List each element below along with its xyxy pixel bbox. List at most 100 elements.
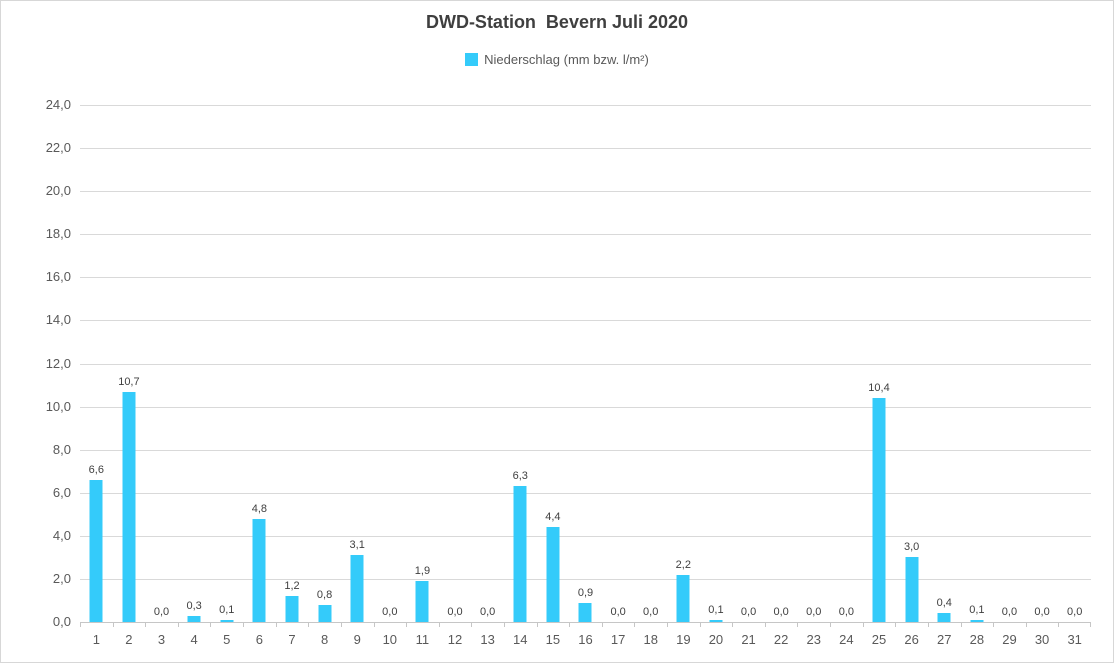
axis-tick bbox=[569, 622, 571, 627]
axis-tick bbox=[895, 622, 897, 627]
bar-value-label: 0,0 bbox=[479, 606, 496, 618]
bar-value-label: 0,1 bbox=[708, 603, 724, 616]
bar-value-label: 6,6 bbox=[88, 463, 104, 476]
bar bbox=[415, 581, 429, 622]
category-column: 0,4 27 bbox=[927, 105, 961, 647]
x-tick-label: 30 bbox=[1034, 632, 1050, 647]
x-tick-label: 17 bbox=[610, 632, 626, 647]
bar bbox=[578, 602, 592, 622]
legend-label: Niederschlag (mm bzw. l/m²) bbox=[484, 52, 649, 67]
category-column: 0,0 23 bbox=[797, 105, 830, 647]
category-column: 0,0 21 bbox=[732, 105, 765, 647]
x-tick-label: 3 bbox=[157, 632, 166, 647]
category-column: 6,6 1 bbox=[80, 105, 113, 647]
bar bbox=[872, 397, 886, 622]
axis-tick bbox=[536, 622, 538, 627]
legend-marker-icon bbox=[465, 53, 479, 66]
category-column: 6,3 14 bbox=[503, 105, 537, 647]
gridline bbox=[80, 105, 1091, 106]
y-tick-label: 6,0 bbox=[52, 484, 71, 500]
axis-tick bbox=[373, 622, 375, 627]
bar bbox=[187, 615, 201, 622]
x-tick-label: 23 bbox=[806, 632, 821, 647]
category-column: 1,9 11 bbox=[406, 105, 439, 647]
x-tick-label: 24 bbox=[839, 632, 854, 647]
bar-value-label: 3,0 bbox=[903, 541, 920, 554]
bar-value-label: 3,1 bbox=[349, 539, 365, 552]
bar bbox=[513, 486, 527, 622]
axis-tick bbox=[406, 622, 408, 627]
bar-value-label: 0,1 bbox=[219, 603, 235, 616]
y-tick-label: 10,0 bbox=[45, 398, 71, 414]
y-tick-label: 2,0 bbox=[52, 570, 71, 586]
category-column: 4,4 15 bbox=[536, 105, 570, 647]
y-tick-label: 22,0 bbox=[45, 140, 71, 156]
x-tick-label: 19 bbox=[676, 632, 691, 647]
y-tick-label: 0,0 bbox=[52, 614, 71, 629]
bar bbox=[285, 596, 299, 622]
bar bbox=[937, 613, 951, 622]
axis-tick bbox=[601, 622, 603, 627]
chart-title: DWD-Station Bevern Juli 2020 bbox=[425, 12, 689, 32]
y-tick-label: 16,0 bbox=[45, 269, 71, 285]
y-tick-label: 8,0 bbox=[52, 441, 71, 457]
gridline bbox=[80, 449, 1091, 451]
bar-value-label: 0,9 bbox=[577, 586, 594, 599]
bar-value-label: 0,0 bbox=[1034, 606, 1050, 618]
bar-value-label: 10,7 bbox=[118, 375, 140, 388]
axis-tick bbox=[177, 622, 179, 627]
x-tick-label: 26 bbox=[904, 632, 919, 647]
x-tick-label: 25 bbox=[871, 632, 887, 647]
category-column: 10,7 2 bbox=[112, 105, 146, 647]
axis-tick bbox=[830, 622, 832, 627]
gridline bbox=[80, 535, 1091, 537]
category-column: 0,0 13 bbox=[471, 105, 504, 647]
category-column: 0,3 4 bbox=[177, 105, 211, 647]
axis-tick bbox=[1058, 622, 1060, 627]
bar bbox=[220, 619, 234, 622]
bar bbox=[318, 604, 332, 622]
axis-tick bbox=[927, 622, 929, 627]
axis-tick bbox=[960, 622, 962, 627]
category-column: 4,8 6 bbox=[243, 105, 276, 647]
x-tick-label: 9 bbox=[353, 632, 361, 647]
category-column: 0,1 5 bbox=[210, 105, 243, 647]
category-column: 3,0 26 bbox=[895, 105, 928, 647]
category-column: 2,2 19 bbox=[667, 105, 700, 647]
bar bbox=[676, 574, 690, 622]
axis-tick bbox=[80, 622, 81, 627]
category-column: 0,1 20 bbox=[699, 105, 733, 647]
bar bbox=[122, 391, 136, 622]
axis-tick bbox=[145, 622, 147, 627]
axis-tick bbox=[340, 622, 342, 627]
x-tick-label: 15 bbox=[545, 632, 561, 647]
bar-value-label: 2,2 bbox=[675, 558, 691, 571]
category-column: 0,0 17 bbox=[601, 105, 635, 647]
bar-value-label: 0,0 bbox=[806, 606, 822, 618]
bar-value-label: 0,1 bbox=[969, 603, 985, 616]
axis-tick bbox=[797, 622, 799, 627]
x-tick-label: 1 bbox=[92, 632, 100, 647]
y-tick-label: 14,0 bbox=[45, 312, 71, 328]
x-tick-label: 12 bbox=[447, 632, 463, 647]
x-tick-label: 8 bbox=[320, 632, 329, 647]
gridline bbox=[80, 406, 1091, 408]
bar-value-label: 0,0 bbox=[447, 606, 463, 618]
bar-value-label: 4,8 bbox=[251, 502, 268, 515]
bar-value-label: 0,4 bbox=[936, 597, 952, 610]
category-column: 0,0 12 bbox=[438, 105, 472, 647]
axis-tick bbox=[210, 622, 212, 627]
bar bbox=[970, 619, 984, 622]
bar-value-label: 0,0 bbox=[643, 606, 659, 618]
bar-value-label: 0,0 bbox=[1067, 606, 1083, 618]
bar-value-label: 0,0 bbox=[838, 606, 855, 618]
category-column: 0,0 22 bbox=[764, 105, 798, 647]
bar-value-label: 0,3 bbox=[186, 599, 202, 612]
category-column: 0,9 16 bbox=[569, 105, 602, 647]
x-tick-label: 13 bbox=[480, 632, 495, 647]
gridline bbox=[80, 320, 1091, 322]
category-column: 0,0 10 bbox=[373, 105, 407, 647]
category-column: 0,0 18 bbox=[634, 105, 667, 647]
x-tick-label: 6 bbox=[255, 632, 263, 647]
